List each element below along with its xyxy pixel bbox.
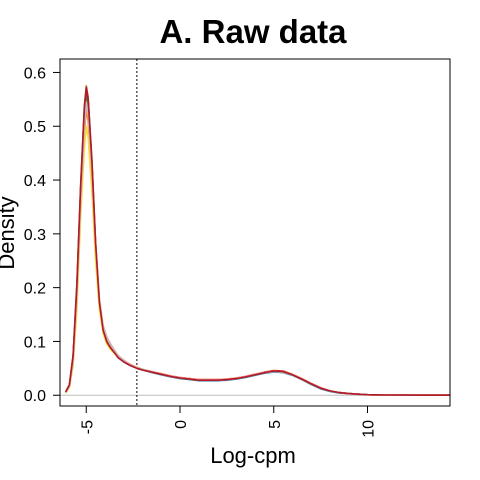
y-tick-label: 0.4 <box>24 173 46 190</box>
density-curve-1 <box>64 87 450 397</box>
x-tick-label: 5 <box>267 420 284 429</box>
y-tick-label: 0.1 <box>24 334 46 351</box>
density-curve-8 <box>64 103 450 397</box>
density-curve-2 <box>64 93 450 397</box>
axes: 0.0 0.1 0.2 0.3 0.4 0.5 0.6 -5 0 5 10 <box>24 58 451 438</box>
x-axis-label: Log-cpm <box>210 443 296 468</box>
density-curve-4 <box>64 87 450 397</box>
density-curve-7 <box>64 85 450 397</box>
plot-frame <box>59 58 451 407</box>
x-tick-label: -5 <box>79 420 96 434</box>
chart-title: A. Raw data <box>159 13 347 50</box>
density-curve-5 <box>64 109 450 397</box>
y-tick-label: 0.6 <box>24 65 46 82</box>
y-axis-label: Density <box>0 196 19 269</box>
x-tick-label: 0 <box>173 420 190 429</box>
density-curve-9 <box>64 101 450 397</box>
y-tick-label: 0.5 <box>24 119 46 136</box>
plot-area <box>60 59 450 406</box>
density-curve-6 <box>64 125 450 397</box>
y-tick-label: 0.0 <box>24 388 46 405</box>
x-tick-label: 10 <box>361 420 378 438</box>
y-tick-label: 0.3 <box>24 227 46 244</box>
y-tick-label: 0.2 <box>24 281 46 298</box>
density-curve-10 <box>64 86 450 397</box>
density-curve-3 <box>64 98 450 397</box>
